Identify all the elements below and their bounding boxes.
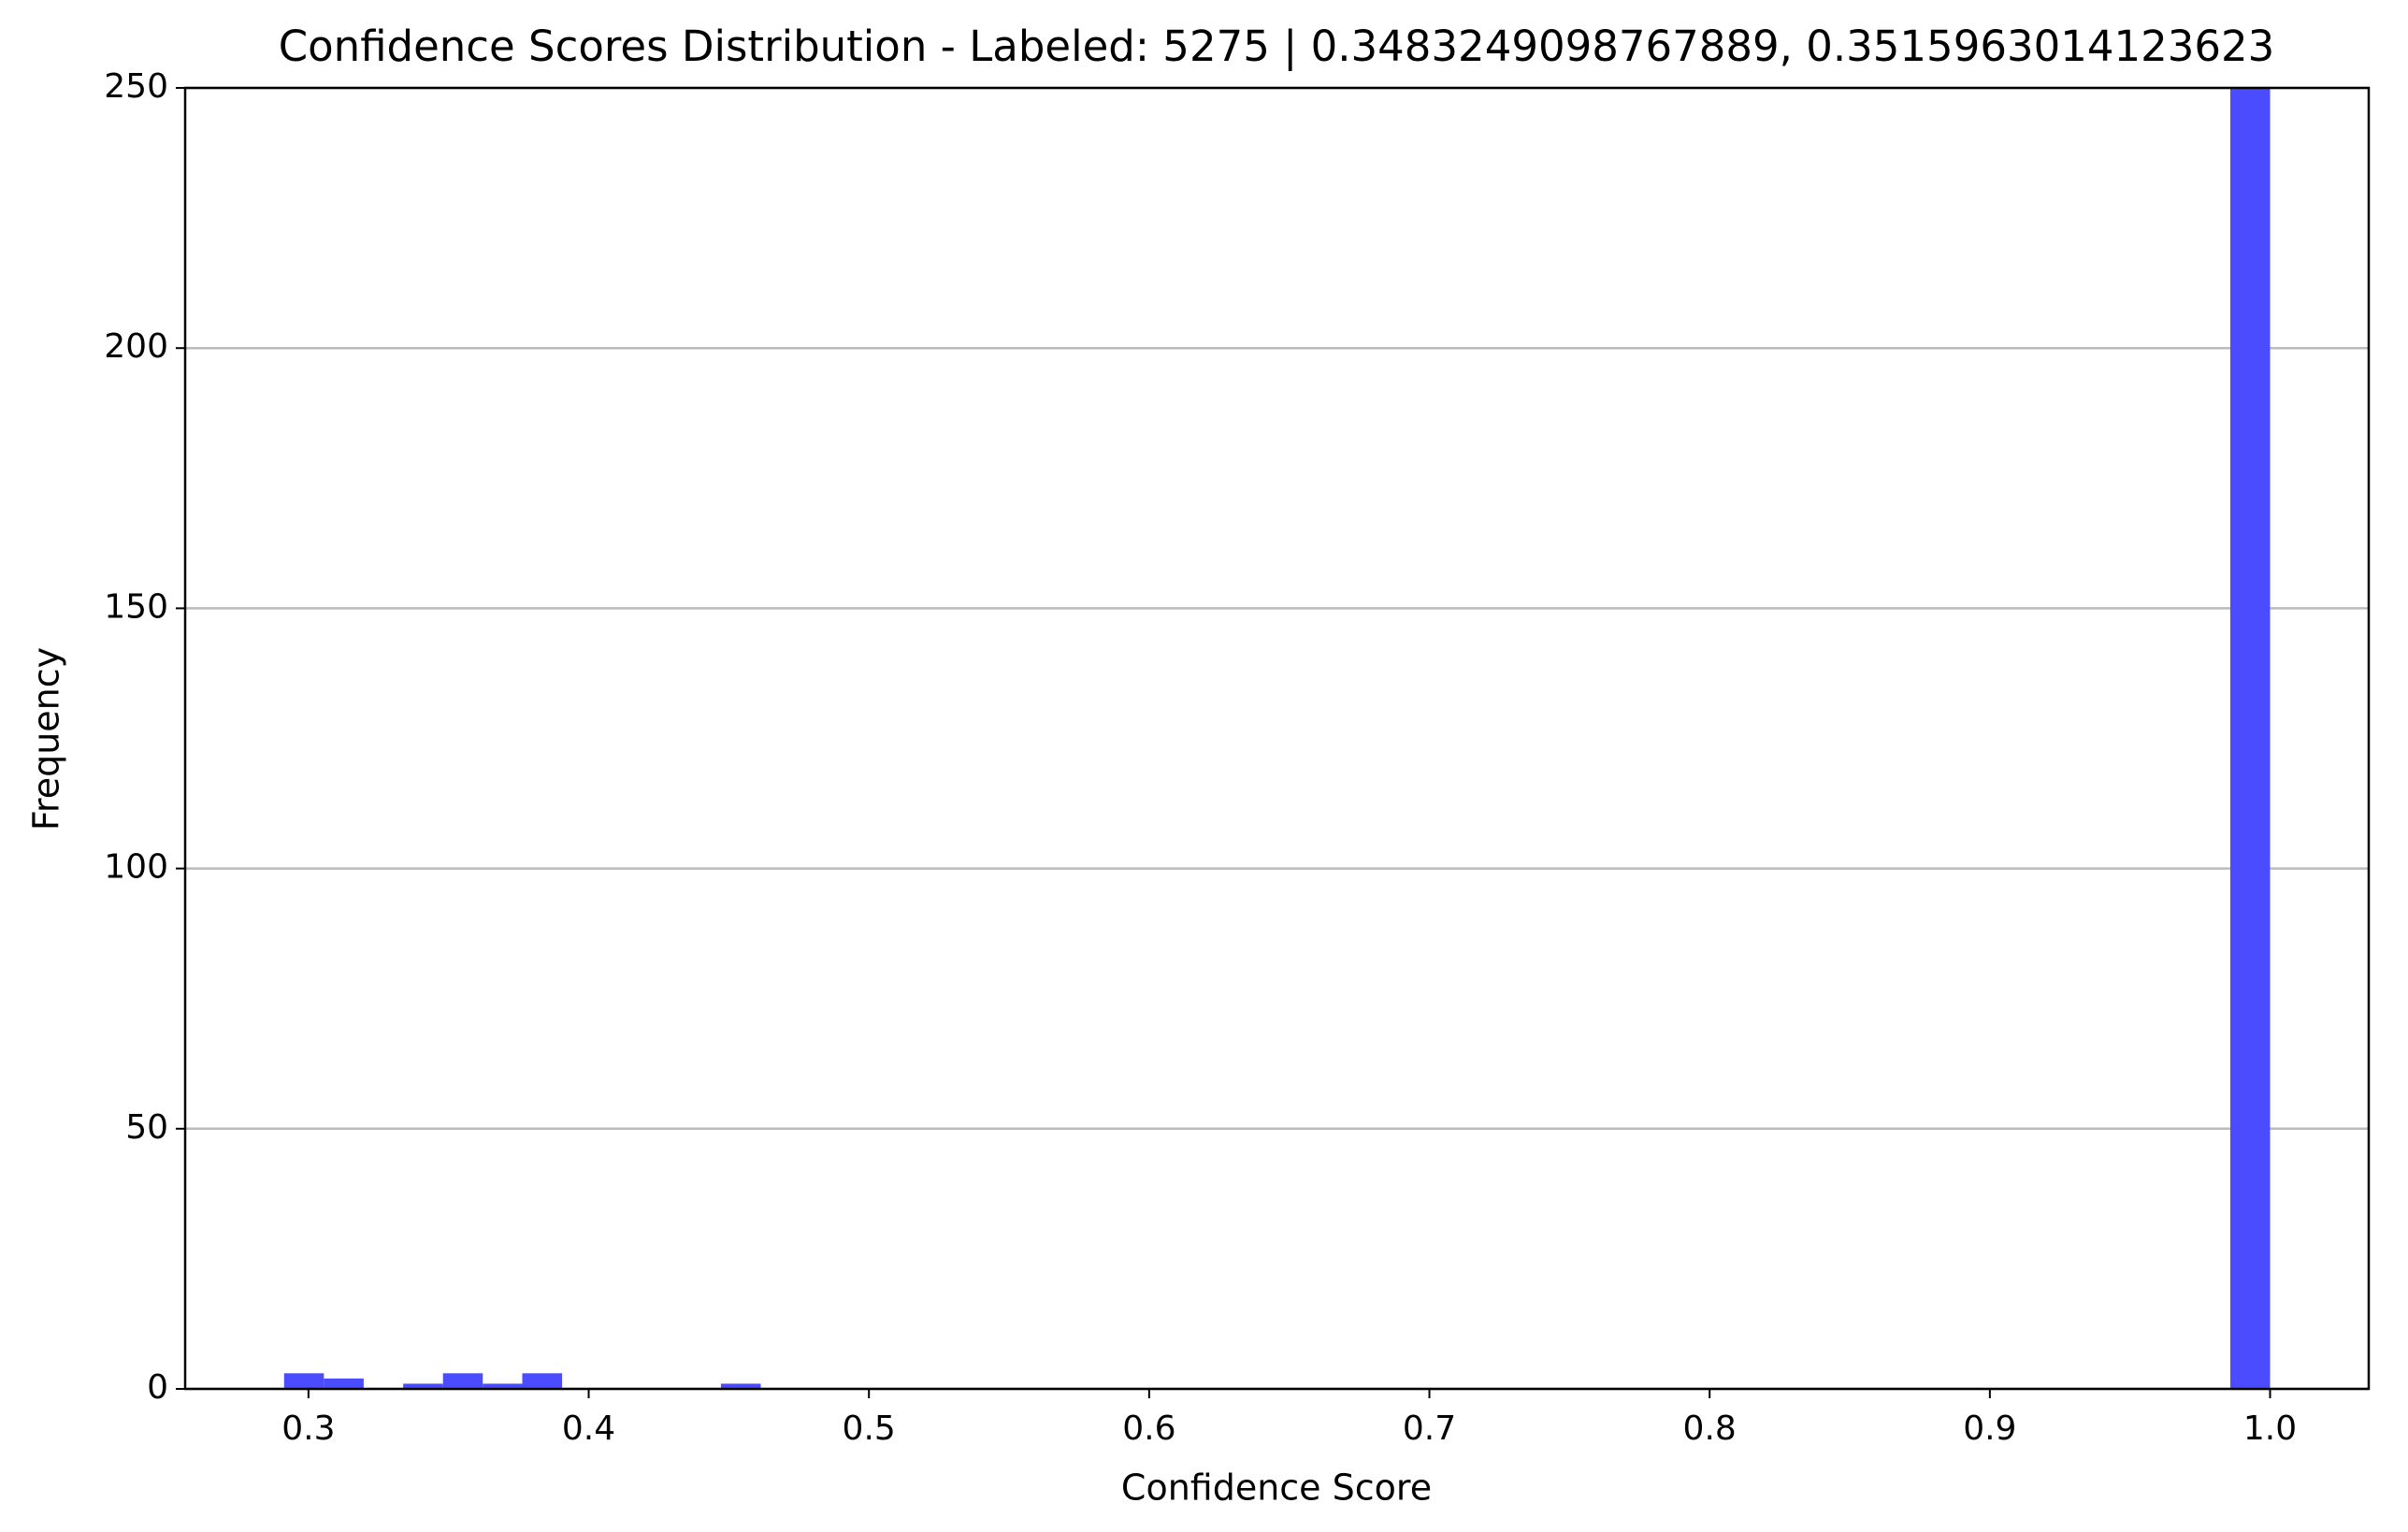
bars [283,88,2271,1389]
y-tick-label: 100 [104,848,168,887]
x-tick-label: 0.9 [1963,1409,2016,1448]
bar [324,1378,364,1389]
x-tick-label: 0.6 [1122,1409,1175,1448]
y-tick-label: 250 [104,67,168,106]
x-tick-label: 0.7 [1403,1409,1456,1448]
y-tick-label: 50 [125,1108,168,1147]
y-tick-label: 150 [104,587,168,626]
bar [442,1373,483,1389]
x-axis-label: Confidence Score [1121,1467,1432,1509]
x-tick-label: 0.8 [1683,1409,1737,1448]
x-tick-label: 0.3 [281,1409,335,1448]
chart-title: Confidence Scores Distribution - Labeled… [279,22,2275,71]
y-tick-label: 200 [104,327,168,366]
bar [283,1373,324,1389]
bar [483,1383,523,1389]
x-tick-label: 0.4 [562,1409,615,1448]
plot-frame [183,86,2371,1391]
x-tick-label: 1.0 [2243,1409,2297,1448]
x-tick-label: 0.5 [843,1409,896,1448]
bar [720,1383,761,1389]
bar [403,1383,443,1389]
grid [185,86,2369,1391]
y-axis-label: Frequency [26,647,67,831]
bar [2229,88,2271,1389]
y-tick-label: 0 [147,1368,168,1407]
bar [522,1373,563,1389]
